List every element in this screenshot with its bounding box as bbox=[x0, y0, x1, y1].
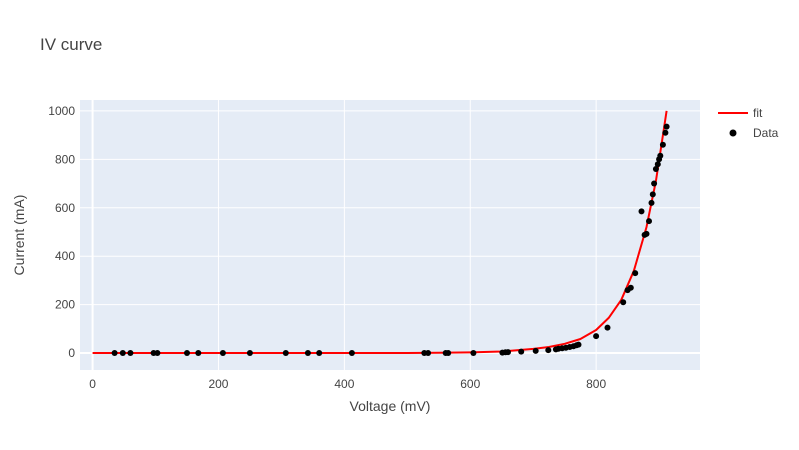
y-tick-label: 600 bbox=[55, 201, 75, 215]
data-point bbox=[505, 349, 511, 356]
data-point bbox=[425, 350, 432, 356]
data-point bbox=[246, 350, 253, 356]
legend[interactable]: fit Data bbox=[718, 106, 779, 140]
data-point bbox=[638, 208, 645, 215]
x-tick-label: 0 bbox=[89, 377, 96, 391]
data-point bbox=[184, 350, 190, 356]
y-tick-label: 1000 bbox=[48, 104, 75, 118]
y-tick-label: 0 bbox=[68, 346, 75, 360]
data-point bbox=[632, 270, 639, 277]
data-point bbox=[643, 230, 650, 237]
data-point bbox=[627, 284, 634, 291]
data-point bbox=[304, 350, 311, 356]
x-axis-label: Voltage (mV) bbox=[350, 398, 431, 414]
data-point bbox=[604, 324, 611, 331]
x-tick-label: 800 bbox=[586, 377, 606, 391]
data-point bbox=[646, 218, 652, 225]
y-axis-label: Current (mA) bbox=[11, 195, 27, 276]
y-tick-label: 800 bbox=[55, 152, 75, 166]
data-point bbox=[649, 191, 656, 198]
data-point bbox=[518, 348, 525, 355]
data-point bbox=[659, 141, 666, 148]
tick-labels: 0 200 400 600 800 0 200 400 600 800 1000 bbox=[48, 104, 606, 391]
data-point bbox=[195, 350, 202, 356]
data-series bbox=[111, 123, 670, 356]
data-point bbox=[282, 350, 289, 356]
x-tick-label: 200 bbox=[208, 377, 228, 391]
data-point bbox=[620, 299, 627, 306]
legend-data-label: Data bbox=[753, 126, 779, 140]
y-tick-label: 200 bbox=[55, 298, 75, 312]
chart-title: IV curve bbox=[40, 35, 102, 54]
data-point bbox=[127, 350, 134, 356]
x-tick-label: 400 bbox=[334, 377, 354, 391]
data-point bbox=[316, 350, 323, 356]
data-point bbox=[652, 166, 659, 172]
data-point bbox=[219, 350, 226, 356]
x-tick-label: 600 bbox=[460, 377, 480, 391]
data-point bbox=[648, 199, 655, 206]
data-point bbox=[111, 350, 118, 356]
data-point bbox=[575, 341, 582, 348]
fit-series bbox=[92, 110, 668, 354]
plot-area bbox=[80, 100, 700, 370]
legend-fit-label: fit bbox=[753, 106, 763, 120]
data-point bbox=[348, 350, 355, 356]
data-point bbox=[654, 161, 661, 168]
data-point bbox=[662, 129, 669, 136]
data-point bbox=[470, 350, 477, 356]
data-point bbox=[154, 350, 161, 356]
data-point bbox=[651, 180, 658, 187]
data-point bbox=[545, 347, 552, 354]
y-tick-label: 400 bbox=[55, 249, 75, 263]
data-point bbox=[663, 123, 670, 130]
fit-line bbox=[92, 110, 668, 354]
data-point bbox=[532, 347, 539, 354]
data-point bbox=[119, 350, 126, 356]
data-point bbox=[657, 152, 664, 159]
data-point bbox=[593, 333, 600, 340]
legend-item-fit[interactable]: fit bbox=[718, 106, 763, 120]
legend-data-marker-swatch bbox=[729, 129, 737, 137]
legend-item-data[interactable]: Data bbox=[729, 126, 779, 140]
data-point bbox=[445, 350, 452, 356]
